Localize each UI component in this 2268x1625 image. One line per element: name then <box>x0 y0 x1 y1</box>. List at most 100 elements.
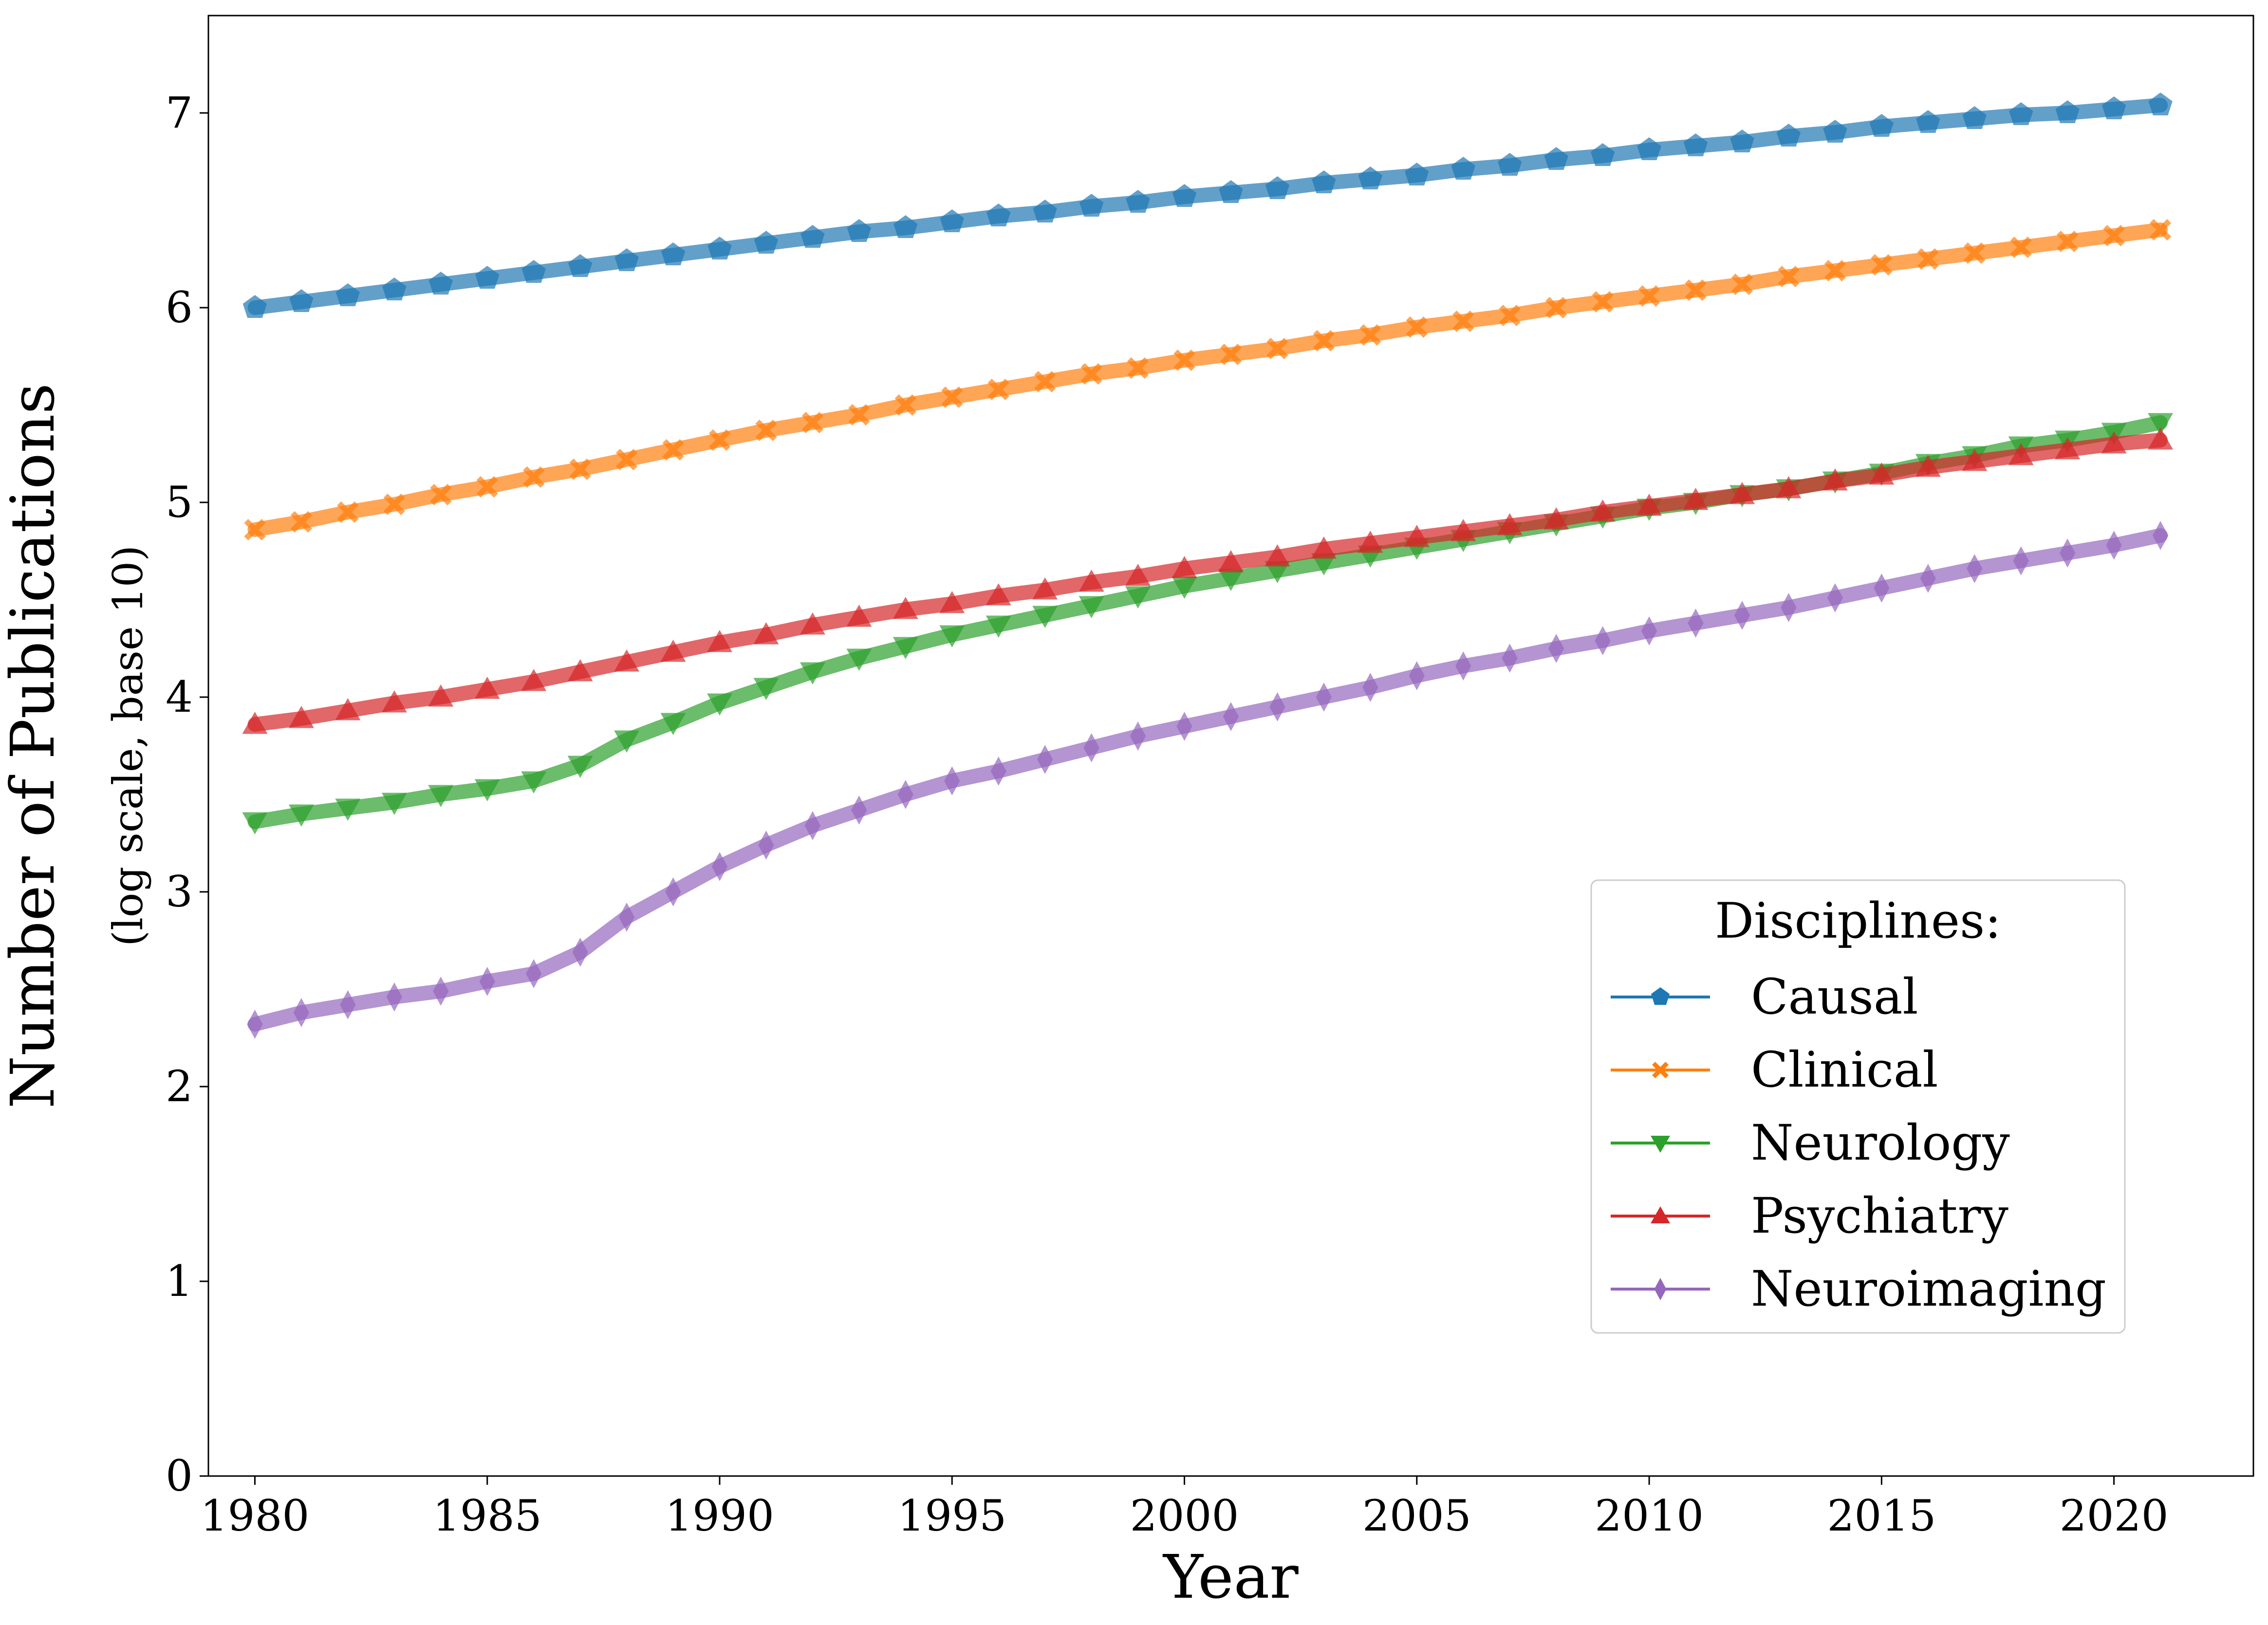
data-point-clinical <box>2103 224 2125 247</box>
data-point-neuroimaging <box>1409 661 1425 690</box>
y-axis: 0 1 2 3 4 5 6 7 <box>166 88 208 1501</box>
data-point-psychiatry <box>242 712 268 734</box>
y-axis-subtitle: (log scale, base 10) <box>104 545 152 946</box>
y-tick-label: 0 <box>166 1451 193 1501</box>
data-point-causal <box>847 219 872 242</box>
data-point-causal <box>242 295 267 318</box>
data-point-neuroimaging <box>1548 634 1564 663</box>
data-point-neurology <box>1125 586 1151 609</box>
data-point-clinical <box>1359 324 1381 346</box>
data-point-neurology <box>335 798 361 821</box>
data-point-clinical <box>2010 236 2032 259</box>
legend-marker <box>1651 987 1670 1005</box>
data-point-psychiatry <box>1590 499 1616 522</box>
legend-item-causal: Causal <box>1611 968 1918 1025</box>
data-point-neurology <box>1171 576 1197 599</box>
data-point-causal <box>986 203 1011 226</box>
data-point-neuroimaging <box>1967 554 1983 583</box>
legend-marker <box>1651 1136 1670 1153</box>
data-point-causal <box>2101 96 2126 119</box>
data-point-neuroimaging <box>1641 616 1657 646</box>
data-point-psychiatry <box>2101 431 2127 454</box>
series-psychiatry <box>242 427 2174 734</box>
data-point-neuroimaging <box>2106 531 2122 560</box>
data-point-neuroimaging <box>1781 593 1797 622</box>
data-point-clinical <box>1266 337 1288 360</box>
data-point-psychiatry <box>2055 437 2081 460</box>
data-point-clinical <box>755 419 777 442</box>
data-point-clinical <box>244 518 266 541</box>
data-point-neuroimaging <box>1455 651 1471 681</box>
data-point-causal <box>1498 153 1522 176</box>
data-point-causal <box>1869 114 1894 137</box>
data-point-causal <box>1219 180 1243 203</box>
data-point-neurology <box>1264 561 1290 583</box>
data-point-causal <box>1776 124 1801 147</box>
x-tick-label: 1985 <box>433 1491 542 1541</box>
data-point-neuroimaging <box>944 766 960 795</box>
data-point-causal <box>940 209 964 232</box>
data-point-psychiatry <box>335 698 361 720</box>
data-point-causal <box>289 289 314 312</box>
data-point-neuroimaging <box>618 903 635 932</box>
data-point-psychiatry <box>1218 550 1244 572</box>
data-point-psychiatry <box>2148 427 2174 450</box>
data-point-neuroimaging <box>1734 601 1750 630</box>
data-point-clinical <box>1406 316 1428 338</box>
data-point-clinical <box>1452 310 1474 332</box>
data-point-neuroimaging <box>1269 692 1285 721</box>
data-point-psychiatry <box>1264 544 1290 567</box>
data-point-clinical <box>1034 370 1056 393</box>
data-point-neurology <box>1311 553 1337 575</box>
data-point-psychiatry <box>1543 507 1569 530</box>
series-neuroimaging <box>247 521 2169 1039</box>
data-point-clinical <box>1313 330 1335 352</box>
data-point-psychiatry <box>753 622 779 645</box>
data-point-causal <box>475 266 500 289</box>
data-point-neurology <box>753 678 779 700</box>
data-point-causal <box>521 260 546 283</box>
series-line-neuroimaging <box>247 528 2168 1032</box>
data-point-causal <box>1358 166 1383 189</box>
data-point-clinical <box>1917 248 1939 270</box>
data-point-causal <box>1916 110 1940 133</box>
data-point-psychiatry <box>892 597 918 619</box>
plot-frame <box>207 15 2254 1477</box>
data-point-neuroimaging <box>897 780 913 809</box>
legend-item-clinical: Clinical <box>1611 1041 1938 1098</box>
data-point-neurology <box>939 625 965 647</box>
data-point-causal <box>1730 129 1754 152</box>
data-point-causal <box>707 237 732 259</box>
data-point-neurology <box>799 662 825 684</box>
x-tick-label: 2010 <box>1595 1491 1704 1541</box>
data-point-psychiatry <box>1032 577 1058 600</box>
series-causal <box>242 92 2173 318</box>
data-point-causal <box>1544 147 1568 170</box>
legend-item-psychiatry: Psychiatry <box>1611 1187 2008 1244</box>
data-point-clinical <box>1778 265 1800 288</box>
data-point-causal <box>800 225 825 248</box>
data-point-psychiatry <box>1869 462 1895 485</box>
data-point-psychiatry <box>799 612 825 635</box>
data-point-psychiatry <box>1171 556 1197 578</box>
data-point-clinical <box>1871 254 1893 276</box>
data-point-neurology <box>707 693 732 716</box>
data-point-neuroimaging <box>1176 712 1192 741</box>
x-tick-label: 2020 <box>2060 1491 2169 1541</box>
data-point-causal <box>1126 190 1150 213</box>
data-point-neurology <box>1218 569 1244 591</box>
data-point-psychiatry <box>474 677 500 699</box>
legend-item-neuroimaging: Neuroimaging <box>1611 1260 2106 1317</box>
data-point-neuroimaging <box>1595 626 1611 655</box>
data-point-causal <box>1683 133 1708 156</box>
data-point-psychiatry <box>428 684 454 707</box>
data-point-psychiatry <box>1497 513 1523 536</box>
data-point-neuroimaging <box>804 811 821 840</box>
data-point-neurology <box>474 779 500 801</box>
data-point-clinical <box>1824 259 1846 282</box>
data-point-psychiatry <box>288 706 314 728</box>
data-point-causal <box>754 231 779 254</box>
data-point-psychiatry <box>1450 519 1476 541</box>
data-point-clinical <box>1173 349 1195 371</box>
